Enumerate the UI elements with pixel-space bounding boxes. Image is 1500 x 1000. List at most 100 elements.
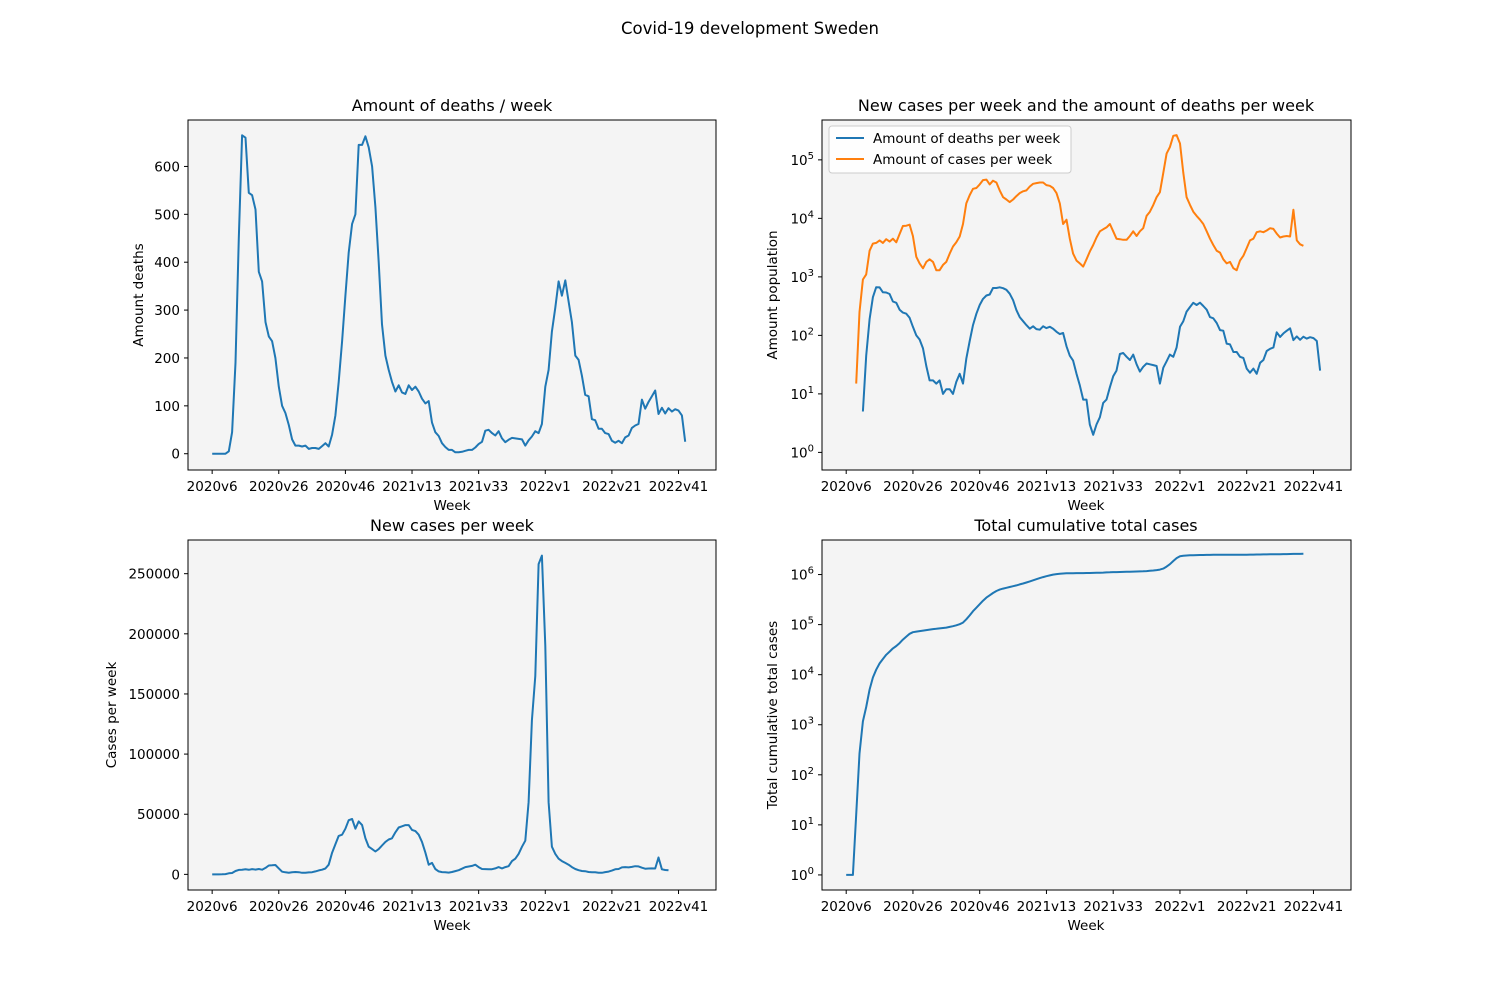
panel-cumulative-cases: Total cumulative total cases Week Total … (765, 516, 1352, 934)
y-tick-label: 0 (171, 447, 180, 463)
x-tick-label: 2021v13 (1017, 899, 1077, 915)
y-tick-label: 105 (790, 151, 814, 169)
x-tick-label: 2020v26 (249, 479, 309, 495)
x-tick-label: 2020v46 (316, 899, 376, 915)
x-tick-label: 2020v6 (187, 899, 238, 915)
x-tick-label: 2021v33 (1083, 899, 1143, 915)
x-tick-label: 2022v1 (520, 899, 571, 915)
legend-deaths-label: Amount of deaths per week (873, 131, 1060, 147)
axes-area (187, 119, 717, 471)
x-ticks: 2020v6 2020v26 2020v46 2021v13 2021v33 2022v1… (187, 890, 709, 915)
plot-lines (212, 134, 687, 455)
series-line-0 (212, 134, 687, 455)
x-tick-label: 2021v13 (1017, 479, 1077, 495)
x-tick-label: 2022v21 (1217, 479, 1277, 495)
y-tick-label: 101 (790, 816, 814, 834)
y-axis-label: Amount deaths (131, 243, 147, 346)
x-tick-label: 2020v46 (316, 479, 376, 495)
x-ticks: 2020v6 2020v26 2020v46 2021v13 2021v33 2022v1… (821, 890, 1343, 915)
x-tick-label: 2020v26 (883, 479, 943, 495)
y-tick-label: 100 (154, 399, 180, 415)
y-tick-label: 102 (790, 766, 814, 784)
x-tick-label: 2021v33 (449, 899, 509, 915)
x-tick-label: 2022v21 (582, 899, 642, 915)
series-line-1 (855, 134, 1304, 384)
y-tick-label: 500 (154, 207, 180, 223)
y-tick-label: 103 (790, 268, 814, 286)
series-line-0 (212, 554, 669, 876)
y-tick-label: 100 (790, 866, 814, 884)
x-tick-label: 2022v1 (1154, 899, 1205, 915)
x-tick-label: 2022v41 (1284, 899, 1344, 915)
suptitle: Covid-19 development Sweden (621, 19, 879, 38)
x-axis-label: Week (434, 498, 471, 514)
x-tick-label: 2020v26 (249, 899, 309, 915)
y-tick-label: 50000 (137, 807, 180, 823)
plot-lines (846, 552, 1304, 876)
x-tick-label: 2021v33 (449, 479, 509, 495)
y-ticks: 0 50000 100000 150000 200000 250000 (128, 567, 188, 883)
series-line-0 (861, 286, 1322, 436)
x-tick-label: 2022v21 (1217, 899, 1277, 915)
x-ticks: 2020v6 2020v26 2020v46 2021v13 2021v33 2022v1… (187, 470, 709, 495)
x-tick-label: 2020v6 (821, 899, 872, 915)
panel-new-cases: New cases per week Week Cases per week 2… (104, 516, 717, 934)
x-axis-label: Week (1068, 498, 1105, 514)
x-ticks: 2020v6 2020v26 2020v46 2021v13 2021v33 2022v1… (821, 470, 1343, 495)
y-tick-label: 102 (790, 326, 814, 344)
y-tick-label: 200 (154, 351, 180, 367)
axes-area (187, 539, 717, 891)
y-tick-label: 200000 (128, 627, 180, 643)
panel-deaths: Amount of deaths / week Week Amount deat… (131, 96, 717, 514)
legend: Amount of deaths per week Amount of case… (828, 125, 1072, 174)
y-tick-label: 100 (790, 443, 814, 461)
x-tick-label: 2022v1 (1154, 479, 1205, 495)
axes-area (821, 119, 1352, 471)
x-tick-label: 2021v13 (382, 479, 442, 495)
y-tick-label: 101 (790, 385, 814, 403)
x-tick-label: 2022v41 (649, 899, 709, 915)
y-tick-label: 250000 (128, 567, 180, 583)
y-tick-label: 300 (154, 303, 180, 319)
panel-cases-and-deaths: New cases per week and the amount of dea… (765, 96, 1352, 514)
x-axis-label: Week (1068, 918, 1105, 934)
axes-title: New cases per week (370, 516, 535, 535)
y-ticks: 100 101 102 103 104 105 106 (790, 566, 822, 884)
axes-title: Total cumulative total cases (973, 516, 1197, 535)
plot-lines (212, 554, 669, 876)
x-axis-label: Week (434, 918, 471, 934)
x-tick-label: 2022v1 (520, 479, 571, 495)
x-tick-label: 2020v6 (187, 479, 238, 495)
y-tick-label: 0 (171, 867, 180, 883)
y-tick-label: 103 (790, 716, 814, 734)
y-tick-label: 106 (790, 566, 814, 584)
legend-box (828, 125, 1072, 174)
x-tick-label: 2020v46 (950, 479, 1010, 495)
y-tick-label: 100000 (128, 747, 180, 763)
y-ticks: 0 100 200 300 400 500 600 (154, 159, 188, 463)
y-tick-label: 150000 (128, 687, 180, 703)
x-tick-label: 2022v41 (649, 479, 709, 495)
y-axis-label: Amount population (765, 230, 781, 359)
x-tick-label: 2020v26 (883, 899, 943, 915)
series-line-0 (846, 552, 1304, 876)
legend-cases-label: Amount of cases per week (873, 152, 1052, 168)
y-axis-label: Cases per week (104, 662, 120, 769)
x-tick-label: 2021v33 (1083, 479, 1143, 495)
axes-title: Amount of deaths / week (352, 96, 553, 115)
axes-title: New cases per week and the amount of dea… (858, 96, 1315, 115)
y-tick-label: 104 (790, 666, 814, 684)
y-tick-label: 104 (790, 209, 814, 227)
axes-area (821, 539, 1352, 891)
y-axis-label: Total cumulative total cases (765, 621, 781, 810)
plot-lines (855, 134, 1322, 436)
y-tick-label: 400 (154, 255, 180, 271)
x-tick-label: 2020v46 (950, 899, 1010, 915)
x-tick-label: 2021v13 (382, 899, 442, 915)
x-tick-label: 2020v6 (821, 479, 872, 495)
y-tick-label: 105 (790, 616, 814, 634)
y-ticks: 100 101 102 103 104 105 (790, 151, 822, 461)
x-tick-label: 2022v21 (582, 479, 642, 495)
x-tick-label: 2022v41 (1284, 479, 1344, 495)
